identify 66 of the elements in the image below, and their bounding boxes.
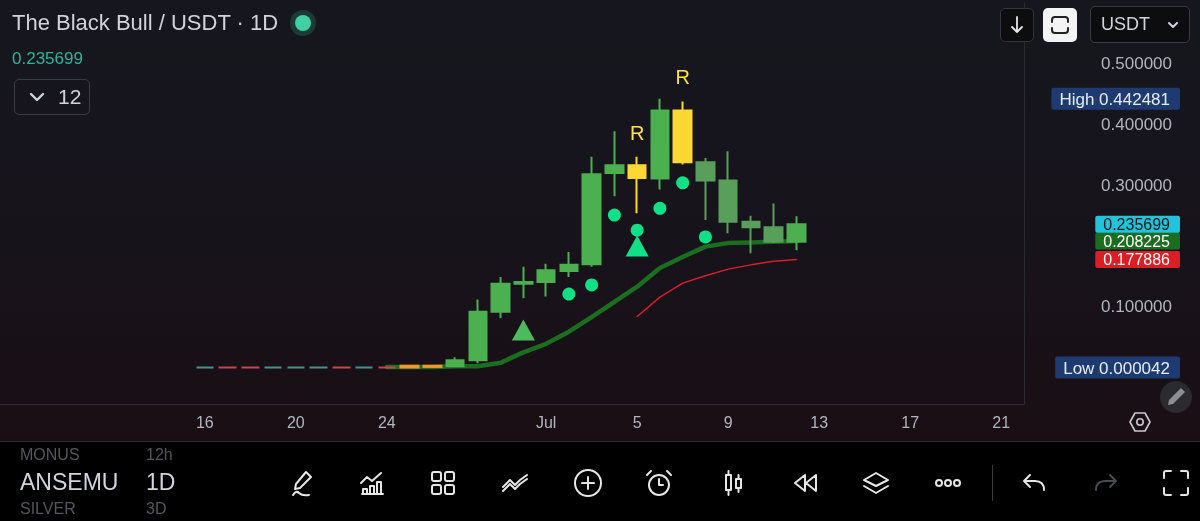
- point: [607, 208, 621, 222]
- candlestick: [468, 298, 488, 365]
- candlestick: [263, 366, 283, 369]
- text: SILVER: [20, 499, 77, 519]
- y-tick-label: 0.300000: [1101, 175, 1172, 195]
- x-tick-label: 13: [810, 413, 829, 431]
- point: [562, 287, 576, 301]
- point: [511, 319, 535, 341]
- text: 1D: [146, 468, 176, 497]
- dropdown: USDT: [1090, 6, 1190, 43]
- x-tick-label: Jul: [535, 413, 557, 431]
- line-series: [636, 258, 798, 318]
- candlestick: [627, 155, 647, 215]
- candlestick: [195, 366, 215, 369]
- x-tick-label: 5: [632, 413, 642, 431]
- candlestick: [741, 214, 761, 255]
- candlestick: [377, 366, 397, 369]
- x-tick-label: 20: [286, 413, 305, 431]
- candlestick: [604, 130, 625, 198]
- text: 12h: [146, 445, 173, 465]
- text: 3D: [146, 499, 167, 519]
- text: 0.235699: [12, 48, 83, 70]
- y-tick-label: 0.400000: [1101, 115, 1172, 135]
- candlestick: [445, 356, 465, 368]
- candlestick: [695, 156, 716, 221]
- point: [698, 230, 712, 244]
- candlestick: [331, 366, 352, 369]
- candlestick: [354, 366, 374, 369]
- candlestick: [581, 155, 602, 268]
- point: [653, 201, 667, 215]
- point: [676, 176, 690, 190]
- y-tick-label: Low 0.000042: [1063, 358, 1170, 378]
- x-tick-label: 16: [195, 413, 214, 431]
- candlestick: [650, 97, 670, 191]
- annotation: R: [629, 121, 645, 145]
- candlestick: [536, 262, 556, 298]
- y-tick-label: 0.177886: [1103, 251, 1171, 269]
- candlestick: [786, 215, 807, 252]
- candlestick: [422, 364, 443, 368]
- y-tick-label: High 0.442481: [1059, 89, 1170, 109]
- candlestick: [308, 366, 329, 369]
- candlestick: [286, 366, 306, 369]
- text: MONUS: [20, 445, 81, 465]
- text: ANSEMU: [20, 468, 120, 497]
- y-tick-label: 0.235699: [1103, 216, 1171, 234]
- dropdown: 12: [14, 79, 90, 115]
- y-tick-label: 0.208225: [1103, 233, 1171, 251]
- annotation: R: [675, 65, 690, 89]
- candlestick: [240, 366, 261, 369]
- candlestick: [559, 251, 579, 279]
- point: [630, 223, 644, 237]
- point: [585, 278, 599, 292]
- candlestick: [513, 265, 534, 300]
- annotation: 12: [58, 85, 82, 109]
- chart-title: The Black Bull / USDT · 1D: [12, 9, 279, 37]
- candlestick: [718, 150, 738, 235]
- x-tick-label: 17: [901, 413, 920, 431]
- candlestick: [763, 202, 784, 244]
- y-tick-label: 0.500000: [1101, 54, 1172, 74]
- y-tick-label: 0.100000: [1101, 297, 1172, 317]
- candlestick: [217, 366, 238, 369]
- x-tick-label: 21: [992, 413, 1011, 431]
- candlestick: [490, 276, 511, 320]
- x-tick-label: 24: [377, 413, 396, 431]
- x-tick-label: 9: [723, 413, 733, 431]
- candlestick: [672, 100, 693, 166]
